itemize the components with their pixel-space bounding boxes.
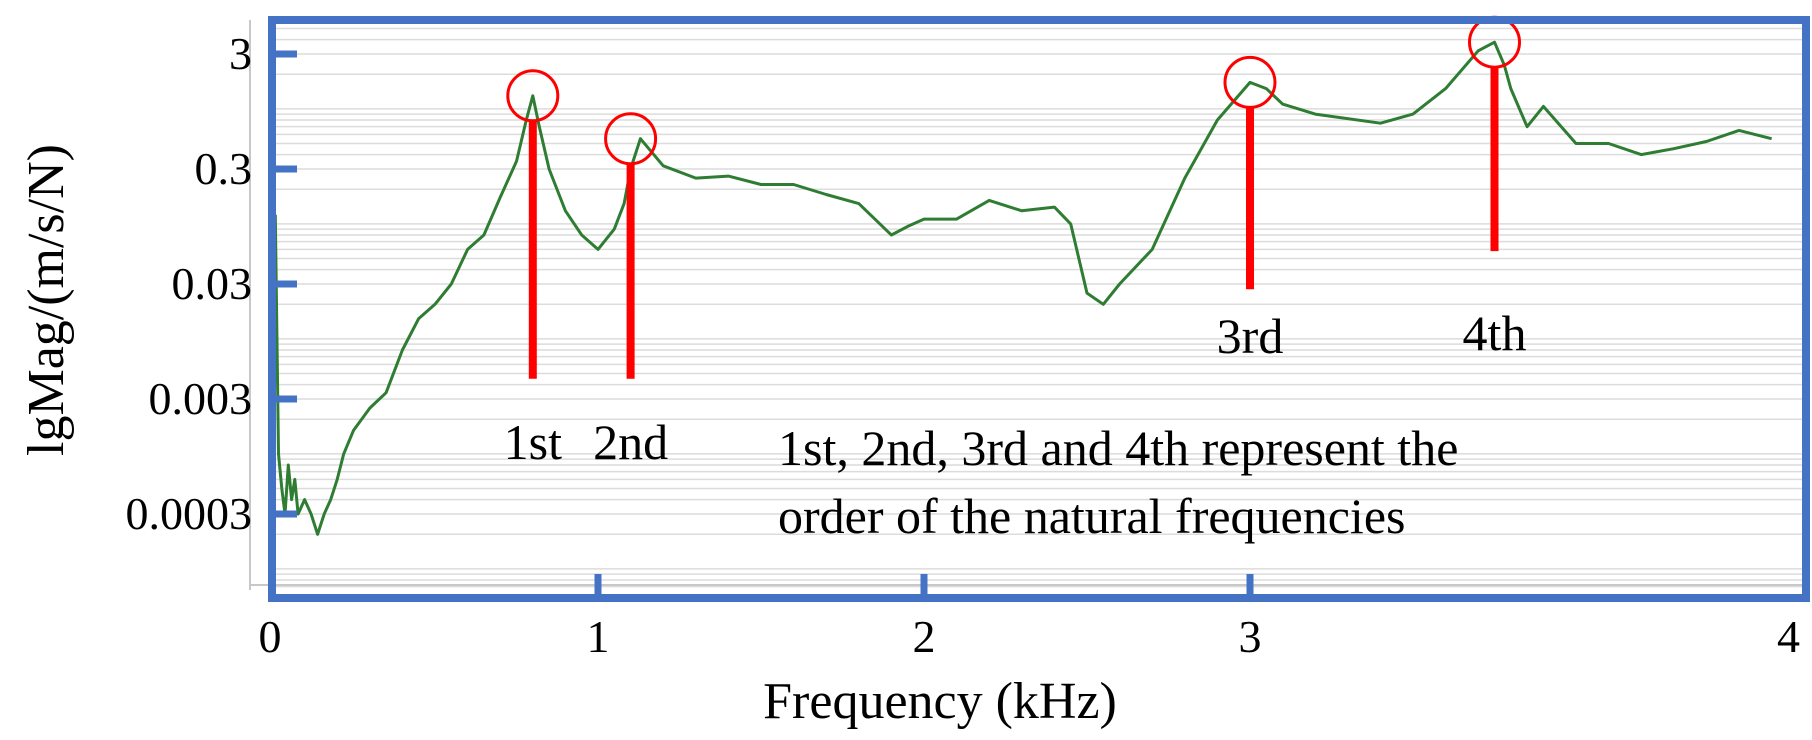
- x-tick-label: 0: [259, 611, 282, 662]
- plot-frame: [268, 16, 1810, 602]
- y-tick-label: 0.0003: [126, 488, 253, 539]
- x-axis-title: Frequency (kHz): [763, 673, 1117, 730]
- annotation-line-2: order of the natural frequencies: [778, 488, 1405, 544]
- y-axis-title: lgMag/(m/s/N): [18, 144, 75, 456]
- peak-label: 3rd: [1217, 308, 1284, 364]
- x-tick-label: 3: [1239, 611, 1262, 662]
- peak-circle: [604, 112, 658, 166]
- axis-ticks: 3 0.3 0.03 0.003 0.0003 0 1 2 3 4: [126, 28, 1801, 662]
- y-tick-label: 3: [229, 28, 252, 79]
- response-curve: [273, 40, 1772, 536]
- x-tick-label: 1: [587, 611, 610, 662]
- x-tick-label: 4: [1777, 611, 1800, 662]
- y-tick-label: 0.3: [195, 143, 253, 194]
- peak-markers: 1st 2nd 3rd 4th: [504, 15, 1527, 470]
- peak-label: 4th: [1463, 305, 1527, 361]
- series-layer: [273, 40, 1772, 536]
- y-tick-label: 0.03: [172, 258, 253, 309]
- y-tick-label: 0.003: [149, 373, 253, 424]
- annotation-line-1: 1st, 2nd, 3rd and 4th represent the: [778, 420, 1458, 476]
- peak-label: 2nd: [593, 414, 668, 470]
- x-tick-label: 2: [913, 611, 936, 662]
- annotation-note: 1st, 2nd, 3rd and 4th represent the orde…: [778, 420, 1458, 544]
- peak-label: 1st: [504, 414, 562, 470]
